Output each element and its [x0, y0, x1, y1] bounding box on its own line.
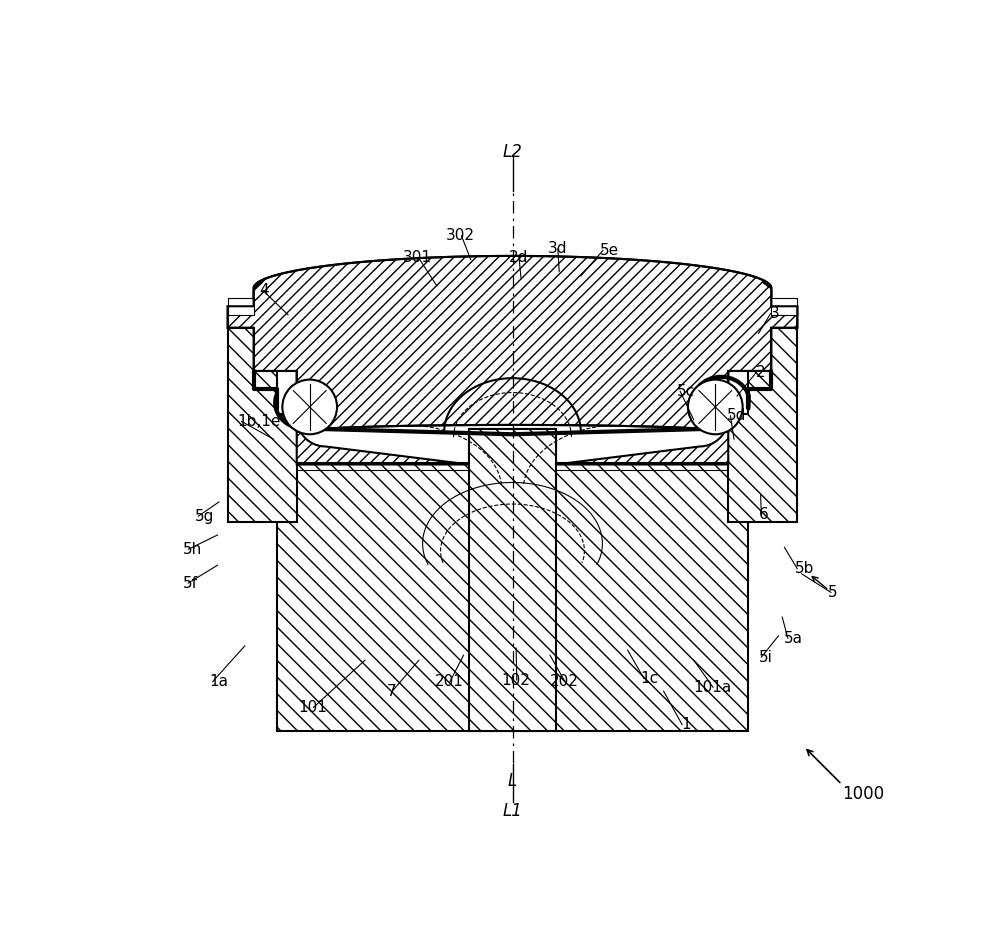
Polygon shape: [728, 328, 797, 522]
Polygon shape: [228, 256, 797, 432]
Text: 4: 4: [259, 283, 269, 298]
Text: 1000: 1000: [842, 785, 884, 803]
Text: 5g: 5g: [195, 509, 214, 524]
Text: 1b,1e: 1b,1e: [238, 414, 281, 429]
Polygon shape: [469, 429, 556, 730]
Text: L1: L1: [503, 802, 522, 820]
Text: 1c: 1c: [641, 672, 659, 686]
Text: 102: 102: [502, 672, 531, 687]
Text: 2: 2: [756, 365, 765, 380]
Text: 6: 6: [758, 507, 768, 522]
Text: 5d: 5d: [727, 408, 746, 423]
Polygon shape: [297, 417, 469, 464]
Text: 7: 7: [387, 684, 396, 699]
Circle shape: [688, 379, 743, 434]
Text: 202: 202: [550, 674, 579, 689]
Text: 5f: 5f: [183, 575, 198, 590]
Text: 101: 101: [298, 700, 327, 715]
Polygon shape: [771, 298, 797, 315]
Polygon shape: [228, 328, 297, 522]
Polygon shape: [556, 417, 728, 464]
Polygon shape: [277, 414, 748, 730]
Text: 1: 1: [682, 717, 691, 732]
Text: 5b: 5b: [794, 561, 814, 576]
Text: 5i: 5i: [758, 650, 772, 665]
Text: 5c: 5c: [676, 384, 695, 399]
Text: 3: 3: [770, 306, 780, 321]
Text: 2d: 2d: [509, 250, 528, 265]
Polygon shape: [228, 298, 254, 315]
Text: 3d: 3d: [547, 241, 567, 256]
Text: 5: 5: [828, 585, 837, 600]
Text: 5e: 5e: [600, 243, 619, 258]
Text: 1a: 1a: [209, 674, 228, 689]
Text: L: L: [508, 771, 517, 790]
Text: 302: 302: [446, 228, 475, 243]
Text: 301: 301: [403, 250, 432, 265]
Circle shape: [282, 379, 337, 434]
Text: 201: 201: [435, 674, 464, 689]
Text: L2: L2: [503, 143, 522, 161]
Text: 5a: 5a: [784, 631, 803, 646]
Text: 5h: 5h: [183, 542, 202, 557]
Text: 101a: 101a: [693, 680, 732, 695]
